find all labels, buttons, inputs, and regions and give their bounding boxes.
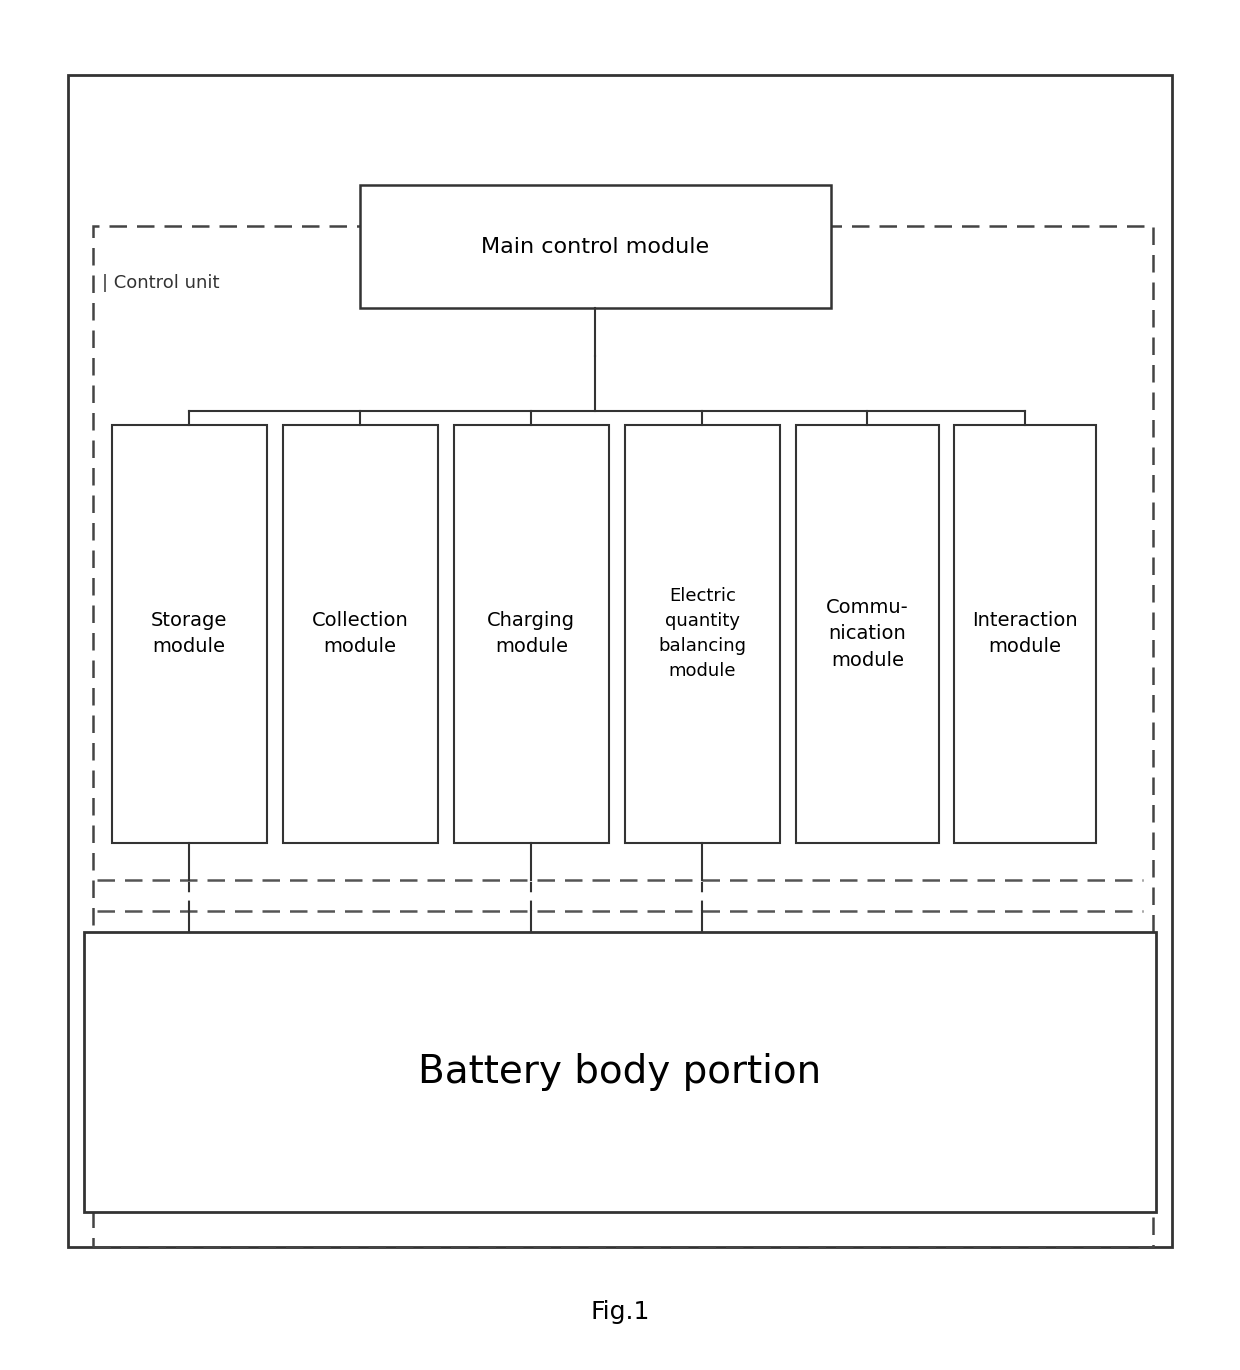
Text: Storage
module: Storage module xyxy=(151,611,227,656)
Text: Main control module: Main control module xyxy=(481,237,709,256)
Bar xyxy=(93,226,1153,1247)
Bar xyxy=(954,425,1096,843)
Bar xyxy=(454,425,609,843)
Text: Collection
module: Collection module xyxy=(311,611,409,656)
Bar xyxy=(625,425,780,843)
Bar xyxy=(68,75,1172,1247)
Text: Commu-
nication
module: Commu- nication module xyxy=(826,597,909,670)
Bar xyxy=(283,425,438,843)
Text: Charging
module: Charging module xyxy=(487,611,575,656)
Text: Interaction
module: Interaction module xyxy=(972,611,1078,656)
Bar xyxy=(796,425,939,843)
Bar xyxy=(112,425,267,843)
Text: | Control unit: | Control unit xyxy=(102,274,219,292)
Text: Battery body portion: Battery body portion xyxy=(418,1054,822,1091)
Text: Fig.1: Fig.1 xyxy=(590,1300,650,1325)
Bar xyxy=(84,932,1156,1212)
Text: Electric
quantity
balancing
module: Electric quantity balancing module xyxy=(658,588,746,680)
Bar xyxy=(360,185,831,308)
